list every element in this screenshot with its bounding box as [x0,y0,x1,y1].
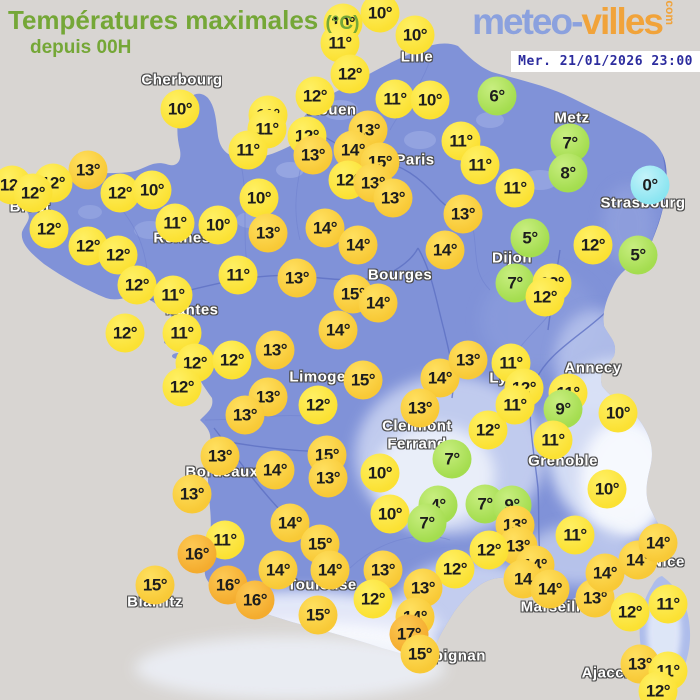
temp-marker[interactable]: 14° [310,550,350,590]
temp-marker[interactable]: 15° [298,595,338,635]
temp-marker[interactable]: 11° [495,168,535,208]
temp-marker[interactable]: 13° [400,388,440,428]
title-text: Températures maximales [8,5,319,35]
title-unit: (°C) [325,13,360,34]
temp-marker[interactable]: 12° [330,54,370,94]
page-title: Températures maximales (°C) [8,5,359,36]
temp-marker[interactable]: 12° [298,385,338,425]
temp-marker[interactable]: 12° [29,209,69,249]
temp-marker[interactable]: 14° [585,553,625,593]
temp-marker[interactable]: 10° [360,453,400,493]
temp-marker[interactable]: 0° [630,165,670,205]
temp-marker[interactable]: 15° [343,360,383,400]
temp-marker[interactable]: 11° [218,255,258,295]
temp-marker[interactable]: 12° [525,277,565,317]
temp-marker[interactable]: 13° [68,150,108,190]
temp-marker[interactable]: 15° [400,634,440,674]
temp-marker[interactable]: 5° [510,218,550,258]
temp-marker[interactable]: 15° [135,565,175,605]
temp-marker[interactable]: 13° [293,135,333,175]
temp-marker[interactable]: 11° [375,79,415,119]
temp-marker[interactable]: 11° [228,130,268,170]
temp-marker[interactable]: 14° [305,208,345,248]
logo-part-orange: villes [581,1,664,42]
temp-marker[interactable]: 12° [353,579,393,619]
temp-marker[interactable]: 7° [432,439,472,479]
city-label: Paris [395,151,435,169]
temp-marker[interactable]: 13° [248,213,288,253]
temp-marker[interactable]: 10° [160,89,200,129]
temp-marker[interactable]: 14° [258,550,298,590]
temp-marker[interactable]: 12° [105,313,145,353]
temp-marker[interactable]: 13° [443,194,483,234]
logo-tld: .com [662,0,677,26]
temp-marker[interactable]: 13° [373,178,413,218]
city-label: Cherbourg [141,71,223,89]
temp-marker[interactable]: 8° [548,153,588,193]
temp-marker[interactable]: 12° [100,173,140,213]
temp-marker[interactable]: 13° [225,395,265,435]
temp-marker[interactable]: 13° [277,258,317,298]
temp-marker[interactable]: 12° [212,340,252,380]
temp-marker[interactable]: 12° [468,410,508,450]
page-subtitle: depuis 00H [30,37,132,58]
temp-marker[interactable]: 10° [410,80,450,120]
temp-marker[interactable]: 14° [425,230,465,270]
temp-marker[interactable]: 6° [477,76,517,116]
temp-marker[interactable]: 11° [155,203,195,243]
temp-marker[interactable]: 10° [598,393,638,433]
temp-marker[interactable]: 5° [618,235,658,275]
temp-marker[interactable]: 12° [638,671,678,700]
temp-marker[interactable]: 16° [177,534,217,574]
temp-marker[interactable]: 7° [407,503,447,543]
temp-marker[interactable]: 14° [638,523,678,563]
temp-marker[interactable]: 12° [295,76,335,116]
temp-marker[interactable]: 11° [153,275,193,315]
temp-marker[interactable]: 10° [395,15,435,55]
temp-marker[interactable]: 11° [533,420,573,460]
temp-marker[interactable]: 13° [172,474,212,514]
temp-marker[interactable]: 12° [13,173,53,213]
temp-marker[interactable]: 13° [200,436,240,476]
temp-marker[interactable]: 13° [448,340,488,380]
temp-marker[interactable]: 11° [460,145,500,185]
city-label: Bourges [367,266,433,284]
temp-marker[interactable]: 13° [255,330,295,370]
temp-marker[interactable]: 10° [132,170,172,210]
temp-marker[interactable]: 13° [308,458,348,498]
temp-marker[interactable]: 14° [530,569,570,609]
temp-marker[interactable]: 10° [239,178,279,218]
temp-marker[interactable]: 11° [495,385,535,425]
temp-marker[interactable]: 11° [648,584,688,624]
temp-marker[interactable]: 12° [469,530,509,570]
city-label: Limoges [289,368,355,386]
temp-marker[interactable]: 14° [318,310,358,350]
logo-part-blue: meteo- [472,1,583,42]
temp-marker[interactable]: 14° [358,283,398,323]
temp-marker[interactable]: 12° [610,592,650,632]
temp-marker[interactable]: 12° [162,367,202,407]
temp-marker[interactable]: 14° [338,225,378,265]
temp-marker[interactable]: 10° [360,0,400,33]
city-label: Ferrand [387,435,447,453]
site-logo[interactable]: meteo-villes.com [472,0,684,43]
temp-marker[interactable]: 10° [370,494,410,534]
temp-marker[interactable]: 14° [270,503,310,543]
temp-marker[interactable]: 12° [435,549,475,589]
city-label: Annecy [564,359,622,377]
temp-marker[interactable]: 10° [587,469,627,509]
timestamp: Mer. 21/01/2026 23:00 [511,51,700,72]
temp-marker[interactable]: 12° [573,225,613,265]
temp-marker[interactable]: 10° [198,205,238,245]
temp-marker[interactable]: 12° [117,265,157,305]
temp-marker[interactable]: 14° [255,450,295,490]
temp-marker[interactable]: 11° [555,515,595,555]
temp-marker[interactable]: 11° [441,121,481,161]
city-label: Metz [554,109,590,127]
temp-marker[interactable]: 11° [247,109,287,149]
